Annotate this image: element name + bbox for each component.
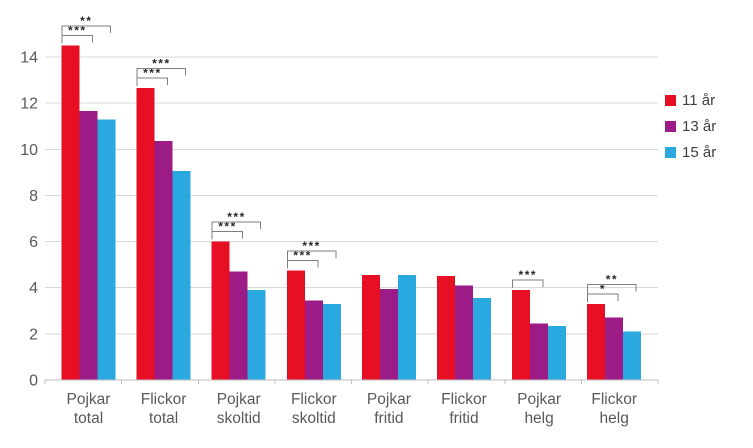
x-axis-label: Flickor total: [141, 391, 187, 427]
bar: [136, 88, 155, 381]
legend-swatch-13-ar: [665, 121, 676, 132]
bar: [473, 298, 491, 380]
bar: [286, 270, 305, 380]
y-tick-label: 2: [29, 326, 38, 343]
bar: [247, 290, 266, 380]
bar: [530, 323, 549, 380]
y-tick-label: 14: [20, 50, 38, 67]
legend-label-11-ar: 11 år: [682, 92, 716, 109]
bar: [623, 331, 642, 380]
legend-item-13-ar: 13 år: [665, 118, 716, 135]
bar: [587, 303, 606, 380]
legend: 11 år 13 år 15 år: [665, 92, 716, 161]
bar: [154, 141, 173, 380]
legend-item-11-ar: 11 år: [665, 92, 716, 109]
significance-label: ***: [302, 239, 321, 253]
significance-label: ***: [68, 24, 87, 38]
x-axis-label: Flickor helg: [591, 391, 637, 427]
y-tick-label: 4: [29, 280, 38, 297]
bar: [455, 285, 473, 380]
x-axis-label: Pojkar fritid: [367, 391, 411, 427]
significance-label: ***: [218, 220, 237, 234]
bar: [379, 288, 398, 380]
y-tick-label: 0: [29, 373, 38, 390]
bar: [79, 111, 98, 380]
legend-label-15-ar: 15 år: [682, 144, 717, 161]
y-tick-label: 6: [29, 234, 38, 251]
bar: [229, 271, 248, 380]
bar: [397, 275, 416, 380]
significance-bracket: [61, 25, 112, 44]
bar: [605, 317, 624, 380]
significance-label: ***: [143, 66, 162, 80]
significance-label: ***: [227, 210, 246, 224]
bar: [304, 300, 323, 380]
y-tick-label: 10: [20, 142, 38, 159]
legend-swatch-15-ar: [665, 147, 676, 158]
bar: [211, 241, 230, 380]
significance-label: **: [80, 14, 92, 28]
significance-bracket: [136, 68, 187, 87]
bar: [172, 171, 191, 380]
legend-label-13-ar: 13 år: [682, 118, 717, 135]
significance-bracket: [512, 279, 544, 289]
significance-label: ***: [152, 57, 171, 71]
significance-label: *: [600, 282, 606, 296]
significance-label: ***: [519, 268, 538, 282]
x-axis-label: Pojkar skoltid: [217, 391, 261, 427]
legend-item-15-ar: 15 år: [665, 144, 716, 161]
y-tick-label: 12: [20, 96, 38, 113]
significance-bracket: [587, 283, 637, 302]
significance-label: ***: [293, 248, 312, 262]
x-axis-label: Pojkar helg: [517, 391, 561, 427]
legend-swatch-11-ar: [665, 95, 676, 106]
significance-bracket: [286, 250, 337, 269]
bar: [361, 275, 380, 380]
bar: [512, 290, 531, 380]
bar: [322, 303, 341, 380]
x-axis-label: Flickor fritid: [441, 391, 487, 427]
y-tick-label: 8: [29, 188, 38, 205]
significance-bracket: [211, 221, 262, 240]
bar: [61, 45, 80, 380]
bar: [437, 276, 455, 380]
x-axis-label: Pojkar total: [67, 391, 111, 427]
bar: [548, 325, 567, 380]
significance-label: **: [606, 272, 618, 286]
x-axis-label: Flickor skoltid: [291, 391, 337, 427]
bar: [97, 119, 116, 381]
